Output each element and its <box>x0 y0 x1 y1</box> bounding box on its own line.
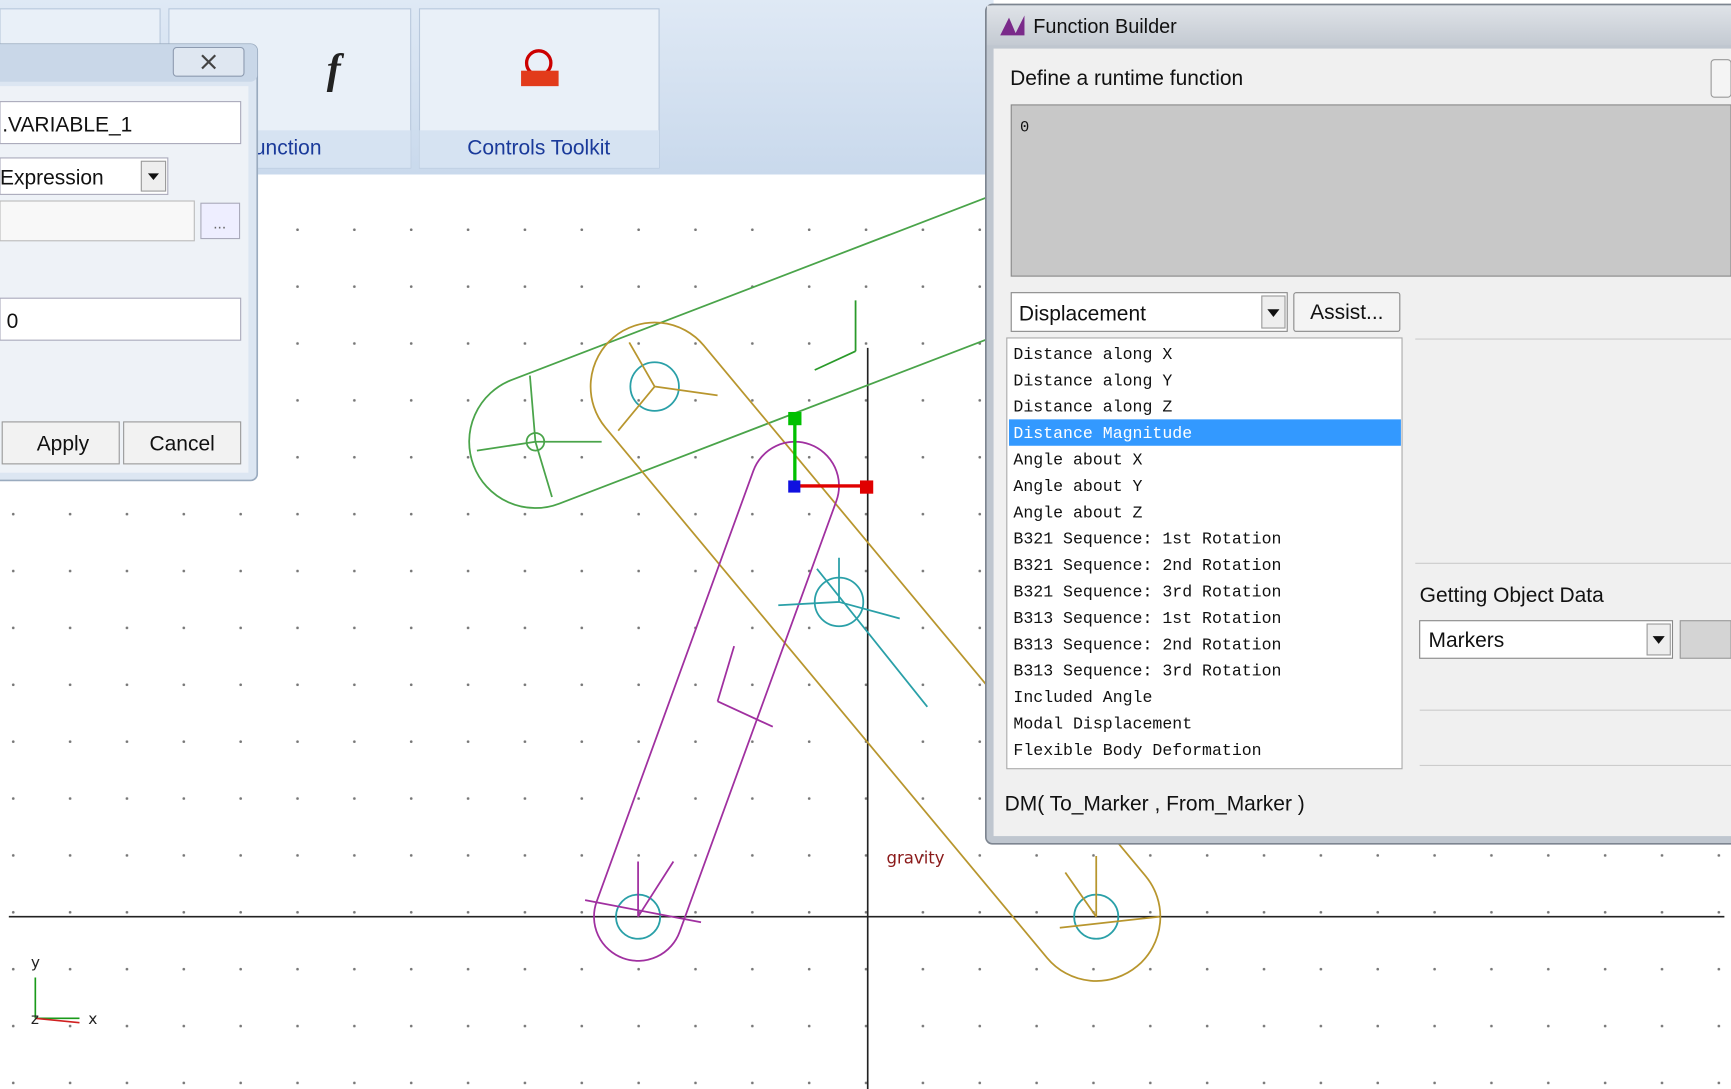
function-item[interactable]: Distance along Y <box>1013 371 1172 390</box>
marker-axes <box>584 861 702 924</box>
triad-label: x <box>88 1010 97 1028</box>
apply-button[interactable] <box>1 421 120 465</box>
browse-label: ... <box>213 216 226 233</box>
function-items: Distance along X Distance along Y Distance… <box>1009 345 1401 760</box>
value-text: 0 <box>7 310 19 333</box>
gravity-label: gravity <box>886 849 944 868</box>
expression-text: 0 <box>1020 118 1029 136</box>
apply-label: Apply <box>37 433 90 456</box>
triad-label: y <box>31 954 40 972</box>
object-type-value: Markers <box>1429 629 1505 652</box>
category-dropdown[interactable] <box>1010 292 1288 332</box>
function-item[interactable]: Distance along Z <box>1013 398 1172 417</box>
function-item[interactable]: B313 Sequence: 3rd Rotation <box>1013 662 1281 681</box>
cancel-button[interactable] <box>123 421 242 465</box>
joint <box>629 361 680 412</box>
function-item[interactable]: Angle about Y <box>1013 477 1142 496</box>
type-dropdown[interactable] <box>0 157 169 195</box>
cancel-label: Cancel <box>150 433 215 456</box>
marker-axes <box>716 645 774 728</box>
function-item[interactable]: B321 Sequence: 3rd Rotation <box>1013 583 1281 602</box>
expression-area[interactable] <box>1010 104 1731 277</box>
marker-axes <box>1059 855 1160 929</box>
function-item[interactable]: Distance Magnitude <box>1013 424 1192 443</box>
function-item[interactable]: B321 Sequence: 2nd Rotation <box>1013 556 1281 575</box>
marker-axes <box>778 557 929 708</box>
toolbar-label: unction <box>254 137 322 160</box>
purple-link <box>593 440 840 962</box>
gold-link <box>589 321 1162 982</box>
app-icon <box>1000 15 1025 36</box>
name-value: .VARIABLE_1 <box>2 113 132 136</box>
handle <box>788 480 801 493</box>
object-field[interactable] <box>1679 620 1731 659</box>
function-signature: DM( To_Marker , From_Marker ) <box>1005 793 1305 816</box>
function-icon: f <box>327 47 345 93</box>
triad-x <box>35 1017 80 1024</box>
expression-field[interactable] <box>0 200 195 242</box>
variable-dialog: .VARIABLE_1 Expression ... 0 Apply Cance… <box>0 43 259 482</box>
object-data-label: Getting Object Data <box>1420 584 1604 607</box>
controls-icon <box>521 49 559 87</box>
side-button[interactable] <box>1710 59 1731 98</box>
browse-button[interactable] <box>200 202 241 240</box>
assist-button[interactable] <box>1293 292 1401 332</box>
handle <box>859 480 874 494</box>
function-item[interactable]: Angle about X <box>1013 451 1142 470</box>
selected-highlight <box>1009 419 1401 446</box>
function-item[interactable]: Included Angle <box>1013 688 1152 707</box>
function-item[interactable]: B313 Sequence: 2nd Rotation <box>1013 635 1281 654</box>
function-item[interactable]: B321 Sequence: 1st Rotation <box>1013 530 1281 549</box>
assist-label: Assist... <box>1310 301 1383 324</box>
function-item[interactable]: B313 Sequence: 1st Rotation <box>1013 609 1281 628</box>
handle <box>788 411 802 426</box>
function-item[interactable]: Distance along X <box>1013 345 1172 364</box>
panel-label-strip <box>419 130 660 168</box>
category-value: Displacement <box>1019 302 1146 325</box>
name-field[interactable] <box>0 101 242 145</box>
function-builder: Function Builder Define a runtime functi… <box>985 3 1731 845</box>
toolbar-label: Controls Toolkit <box>467 137 610 160</box>
object-type-dropdown[interactable] <box>1419 620 1674 659</box>
type-value: Expression <box>0 166 104 189</box>
marker-axes <box>814 300 857 371</box>
value-field[interactable] <box>0 297 242 341</box>
marker-axes <box>476 375 602 498</box>
close-icon <box>201 54 217 70</box>
marker-axes <box>617 341 718 432</box>
function-list <box>1006 337 1403 770</box>
window-title: Function Builder <box>1033 16 1177 38</box>
function-item[interactable]: Angle about Z <box>1013 503 1142 522</box>
triad-label: z <box>31 1010 39 1028</box>
function-item[interactable]: Flexible Body Deformation <box>1013 741 1261 760</box>
function-item[interactable]: Modal Displacement <box>1013 715 1192 734</box>
prompt: Define a runtime function <box>1010 67 1243 90</box>
